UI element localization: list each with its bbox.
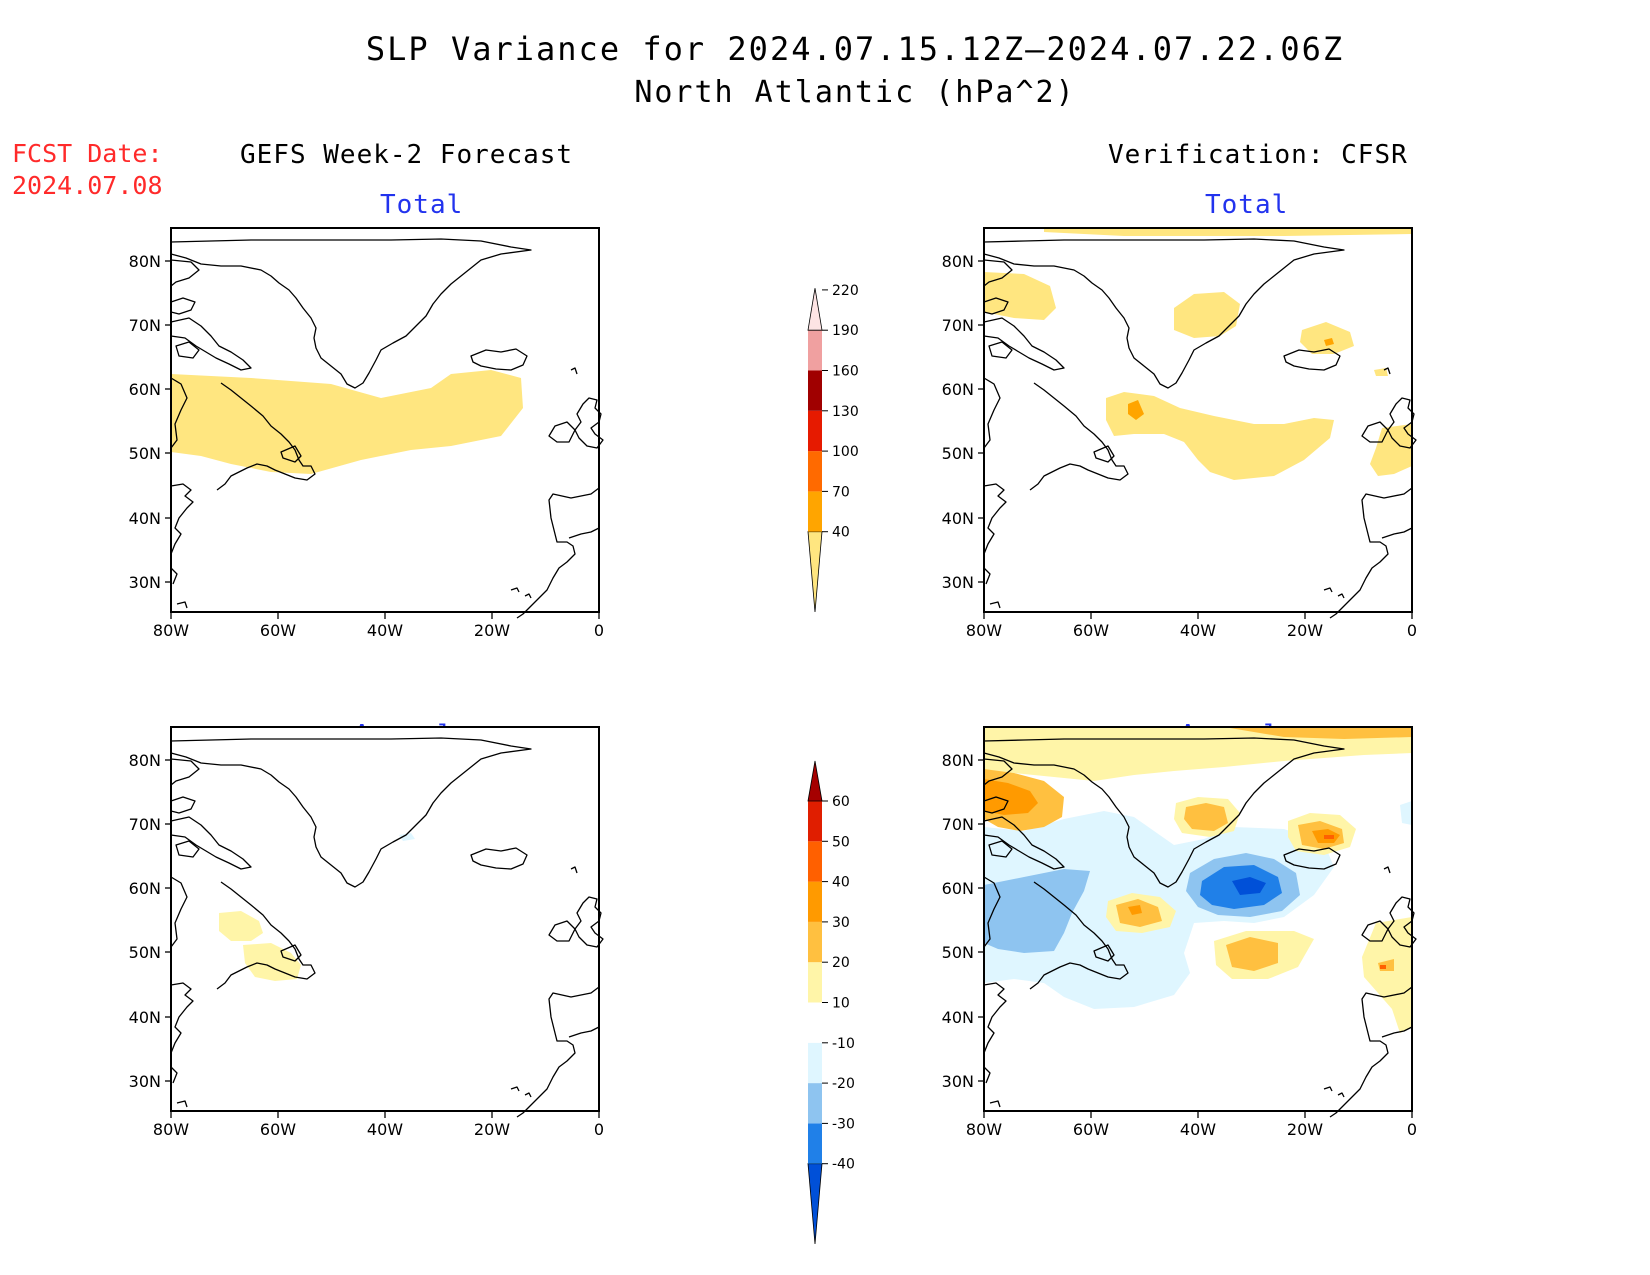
colorbar-label: -30	[832, 1116, 855, 1132]
lat-label: 50N	[942, 943, 974, 962]
lon-label: 40W	[367, 1120, 403, 1139]
lat-label: 40N	[942, 509, 974, 528]
lon-label: 80W	[153, 1120, 189, 1139]
lat-label: 30N	[942, 1072, 974, 1091]
lat-label: 70N	[942, 815, 974, 834]
lat-label: 60N	[942, 879, 974, 898]
colorbar-label: -20	[832, 1076, 855, 1092]
lon-label: 20W	[474, 621, 510, 640]
panel-verification-anomaly	[983, 726, 1417, 1118]
colorbar-segment	[808, 921, 822, 963]
lat-label: 30N	[129, 573, 161, 592]
colorbar-segment	[808, 801, 822, 842]
colorbar-label: 20	[832, 955, 850, 971]
right-column-title: Verification: CFSR	[1108, 140, 1408, 170]
colorbar-segment	[808, 881, 822, 922]
lat-label: 70N	[129, 815, 161, 834]
panel-title-forecast-total: Total	[380, 190, 464, 220]
lon-label: 40W	[367, 621, 403, 640]
left-column-title: GEFS Week-2 Forecast	[240, 140, 574, 170]
colorbar-segment	[808, 1083, 822, 1124]
fcst-date-label: FCST Date: 2024.07.08	[12, 138, 163, 202]
colorbar-label: -40	[832, 1157, 855, 1173]
colorbar-segment	[808, 1042, 822, 1084]
colorbar-label: 100	[832, 444, 859, 460]
lat-label: 30N	[942, 573, 974, 592]
lat-label: 40N	[129, 509, 161, 528]
lat-label: 80N	[129, 252, 161, 271]
lat-label: 60N	[129, 380, 161, 399]
lon-label: 0	[1407, 1120, 1417, 1139]
colorbar-segment	[808, 410, 822, 452]
colorbar-segment	[807, 1163, 823, 1245]
lat-label: 50N	[129, 943, 161, 962]
colorbar-label: 130	[832, 404, 859, 420]
colorbar-segment	[808, 962, 822, 1003]
lon-label: 0	[594, 621, 604, 640]
lat-label: 60N	[942, 380, 974, 399]
lat-label: 50N	[129, 444, 161, 463]
colorbar-label: 40	[832, 875, 850, 891]
panel-verification-total	[983, 227, 1417, 619]
colorbar-label: 10	[832, 996, 850, 1012]
lon-label: 40W	[1180, 621, 1216, 640]
fcst-date-value: 2024.07.08	[12, 171, 163, 200]
colorbar-anomaly: -40 -30 -20 -10 10 20 30 40 50 60	[807, 760, 855, 1245]
lon-label: 20W	[1287, 621, 1323, 640]
chart-title: SLP Variance for 2024.07.15.12Z–2024.07.…	[365, 30, 1345, 68]
lon-label: 80W	[153, 621, 189, 640]
colorbar-label: 190	[832, 323, 859, 339]
colorbar-segment	[808, 841, 822, 882]
lon-label: 60W	[260, 1120, 296, 1139]
colorbar-label: 220	[832, 283, 859, 299]
colorbar-label: 70	[832, 484, 850, 500]
colorbar-segment	[807, 760, 823, 802]
colorbar-label: 40	[832, 525, 850, 541]
lon-label: 0	[594, 1120, 604, 1139]
lon-label: 80W	[966, 1120, 1002, 1139]
lon-label: 60W	[1073, 621, 1109, 640]
colorbar-segment	[808, 451, 822, 492]
colorbar-total: 40 70 100 130 160 190 220	[807, 283, 859, 613]
colorbar-segment	[808, 1002, 822, 1043]
lat-label: 40N	[129, 1008, 161, 1027]
colorbar-segment	[808, 1123, 822, 1164]
lat-label: 40N	[942, 1008, 974, 1027]
colorbar-segment	[807, 288, 823, 331]
lon-label: 60W	[1073, 1120, 1109, 1139]
lat-label: 80N	[942, 751, 974, 770]
lon-label: 60W	[260, 621, 296, 640]
axis-labels: 80N 70N 60N 50N 40N 30N 80W 60W 40W 20W 0 80N 70N 60N…	[129, 252, 1417, 1139]
panel-forecast-total	[170, 227, 604, 619]
colorbar-segment	[808, 330, 822, 371]
lon-label: 20W	[1287, 1120, 1323, 1139]
chart-subtitle: North Atlantic (hPa^2)	[634, 75, 1076, 110]
lat-label: 70N	[129, 316, 161, 335]
lat-label: 60N	[129, 879, 161, 898]
lon-label: 0	[1407, 621, 1417, 640]
panel-title-verification-total: Total	[1205, 190, 1289, 220]
colorbar-segment	[808, 491, 822, 532]
colorbar-label: 60	[832, 794, 850, 810]
lon-label: 80W	[966, 621, 1002, 640]
lon-label: 20W	[474, 1120, 510, 1139]
fcst-label-text: FCST Date:	[12, 139, 163, 168]
colorbar-label: 30	[832, 915, 850, 931]
panel-forecast-anomaly	[170, 726, 604, 1118]
colorbar-label: 50	[832, 834, 850, 850]
lat-label: 30N	[129, 1072, 161, 1091]
lat-label: 80N	[129, 751, 161, 770]
lat-label: 70N	[942, 316, 974, 335]
colorbar-label: -10	[832, 1036, 855, 1052]
lat-label: 80N	[942, 252, 974, 271]
colorbar-segment	[808, 370, 822, 411]
lon-label: 40W	[1180, 1120, 1216, 1139]
lat-label: 50N	[942, 444, 974, 463]
colorbar-segment	[807, 531, 823, 613]
colorbar-label: 160	[832, 364, 859, 380]
